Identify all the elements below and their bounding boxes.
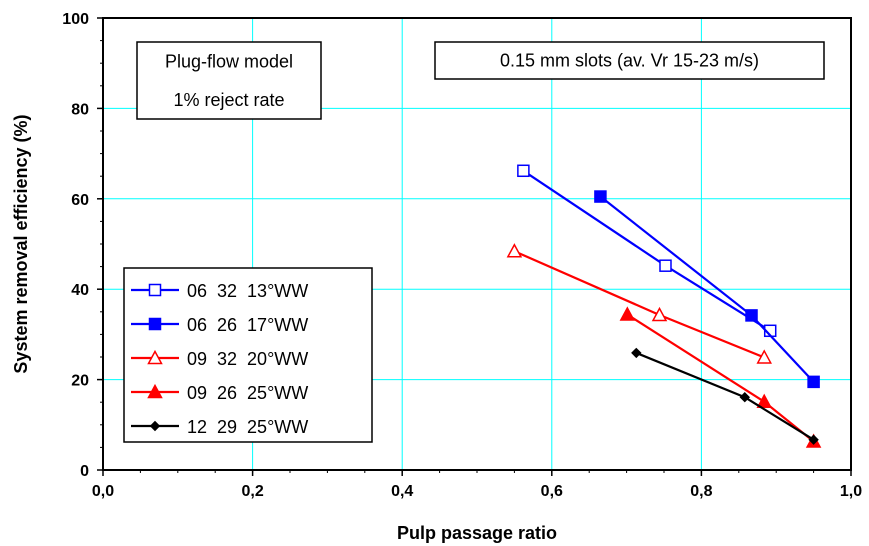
x-axis-title: Pulp passage ratio (397, 523, 557, 543)
legend-entry: 06 26 17°WW (131, 315, 308, 335)
y-tick-label: 60 (71, 192, 89, 209)
series (631, 347, 819, 445)
legend-label: 09 32 20°WW (187, 349, 308, 369)
legend-box (123, 267, 373, 443)
data-point (756, 393, 772, 408)
data-point (808, 434, 819, 445)
legend-label: 06 26 17°WW (187, 315, 308, 335)
data-point (517, 164, 530, 178)
data-point (148, 317, 162, 331)
y-tick-label: 0 (80, 463, 89, 480)
series (506, 243, 772, 364)
annotation-box (434, 41, 825, 80)
x-tick-label: 0,4 (391, 483, 413, 500)
annotations: Plug-flow model 1% reject rate 0.15 mm slo… (136, 41, 825, 120)
series-group (506, 164, 822, 448)
data-point (807, 375, 820, 389)
annotation-text: Plug-flow model (165, 51, 293, 71)
x-tick-label: 1,0 (840, 483, 862, 500)
data-point (619, 306, 636, 321)
data-point (631, 347, 642, 359)
x-tick-label: 0,0 (92, 483, 114, 500)
y-tick-label: 40 (71, 282, 89, 299)
legend-label: 09 26 25°WW (187, 383, 308, 403)
data-point (659, 259, 672, 272)
legend-label: 06 32 13°WW (187, 281, 308, 301)
legend-entry: 12 29 25°WW (131, 417, 308, 437)
legend-label: 12 29 25°WW (187, 417, 308, 437)
y-axis-title: System removal efficiency (%) (11, 114, 31, 373)
annotation-text: 1% reject rate (173, 90, 284, 110)
x-tick-label: 0,6 (541, 483, 563, 500)
legend-entry: 06 32 13°WW (131, 281, 308, 301)
y-tick-label: 20 (71, 373, 89, 390)
legend-entry: 09 32 20°WW (131, 349, 308, 369)
x-tick-label: 0,2 (241, 483, 263, 500)
data-point (756, 349, 772, 364)
legend: 06 32 13°WW 06 26 17°WW 09 32 20°WW 09 26 2… (123, 267, 373, 443)
data-point (148, 283, 162, 297)
legend-entry: 09 26 25°WW (131, 383, 308, 403)
annotation-text: 0.15 mm slots (av. Vr 15-23 m/s) (500, 51, 759, 71)
series (517, 164, 777, 338)
series (594, 190, 820, 389)
data-point (149, 420, 161, 432)
x-tick-label: 0,8 (690, 483, 712, 500)
data-point (745, 309, 758, 322)
data-point (594, 190, 607, 203)
data-point (651, 306, 668, 322)
annotation-box (136, 41, 322, 120)
y-tick-label: 100 (62, 11, 89, 28)
data-point (506, 243, 523, 258)
data-point (147, 383, 163, 399)
axis-ticks: 0,0 0,2 0,4 0,6 0,8 1,0 0 20 40 60 80 100 (62, 11, 862, 500)
data-point (739, 392, 750, 403)
y-tick-label: 80 (71, 101, 89, 118)
data-point (147, 349, 163, 365)
